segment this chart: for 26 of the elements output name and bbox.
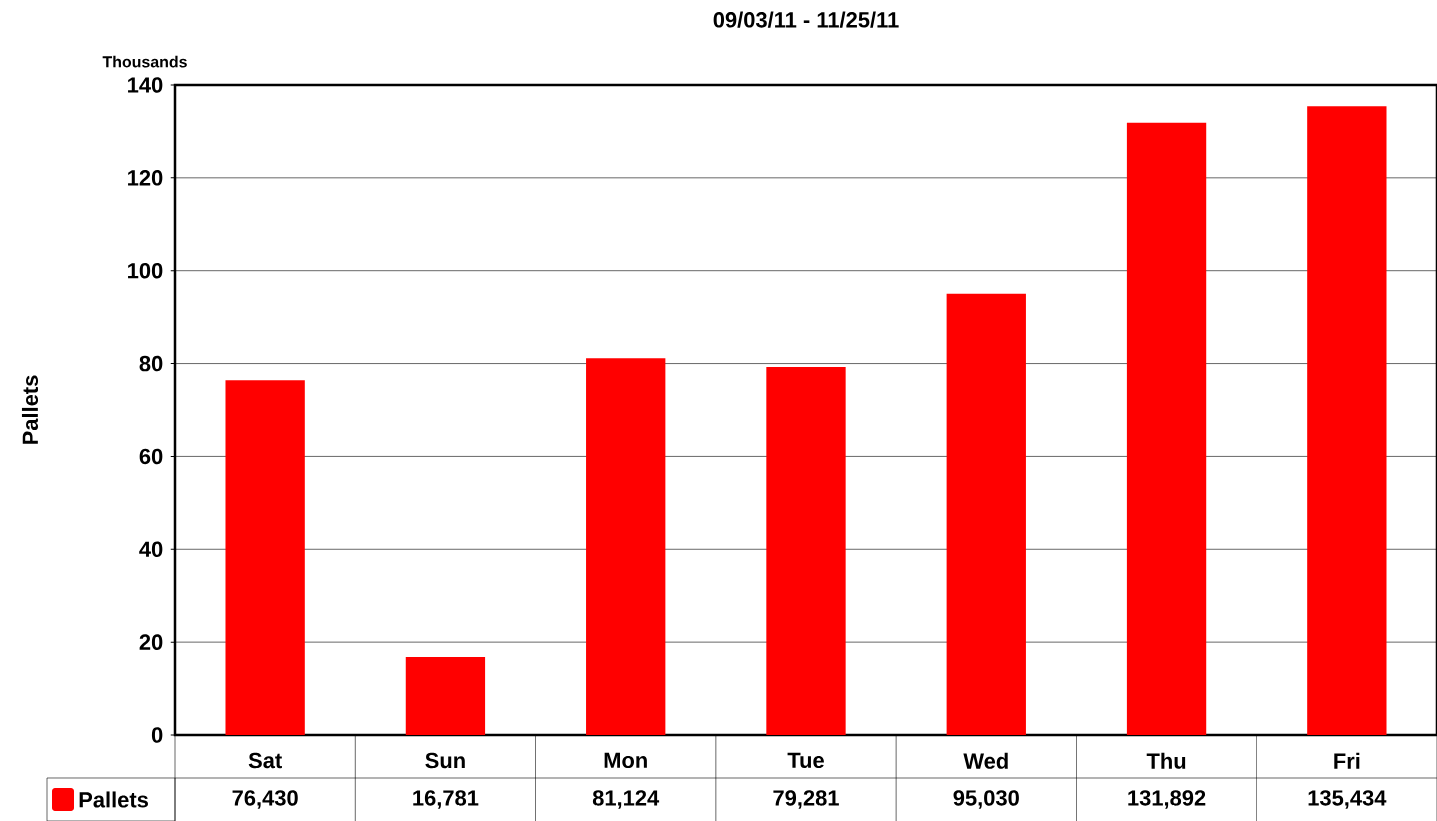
- text: 76,430: [232, 790, 298, 809]
- text: 135,434: [1308, 790, 1387, 809]
- chart-title: 09/03/11 - 11/25/11: [713, 11, 899, 28]
- x-tick-label: Sun: [425, 752, 465, 769]
- legend-label: Pallets: [79, 791, 148, 808]
- y-tick-label: 20: [139, 634, 163, 650]
- x-tick-label: Thu: [1146, 752, 1186, 769]
- y-axis-title: Pallets: [21, 375, 39, 444]
- text: Thousands: [102, 55, 187, 68]
- y-tick-label: 0: [151, 727, 163, 743]
- text: 131,892: [1128, 790, 1206, 809]
- x-tick-label: Tue: [787, 752, 824, 769]
- x-tick-label: Sat: [248, 752, 282, 769]
- text: 95,030: [953, 790, 1019, 809]
- text: 16,781: [413, 790, 479, 809]
- y-tick-label: 80: [139, 355, 163, 372]
- y-tick-label: 60: [139, 448, 163, 465]
- text: 79,281: [773, 790, 839, 809]
- y-tick-label: 120: [128, 170, 163, 186]
- text: 81,124: [592, 790, 660, 809]
- y-tick-label: 140: [128, 77, 163, 93]
- x-tick-label: Wed: [963, 752, 1008, 769]
- y-tick-label: 40: [139, 541, 163, 558]
- y-tick-label: 100: [128, 262, 163, 279]
- x-tick-label: Fri: [1334, 752, 1360, 769]
- x-tick-label: Mon: [604, 752, 647, 769]
